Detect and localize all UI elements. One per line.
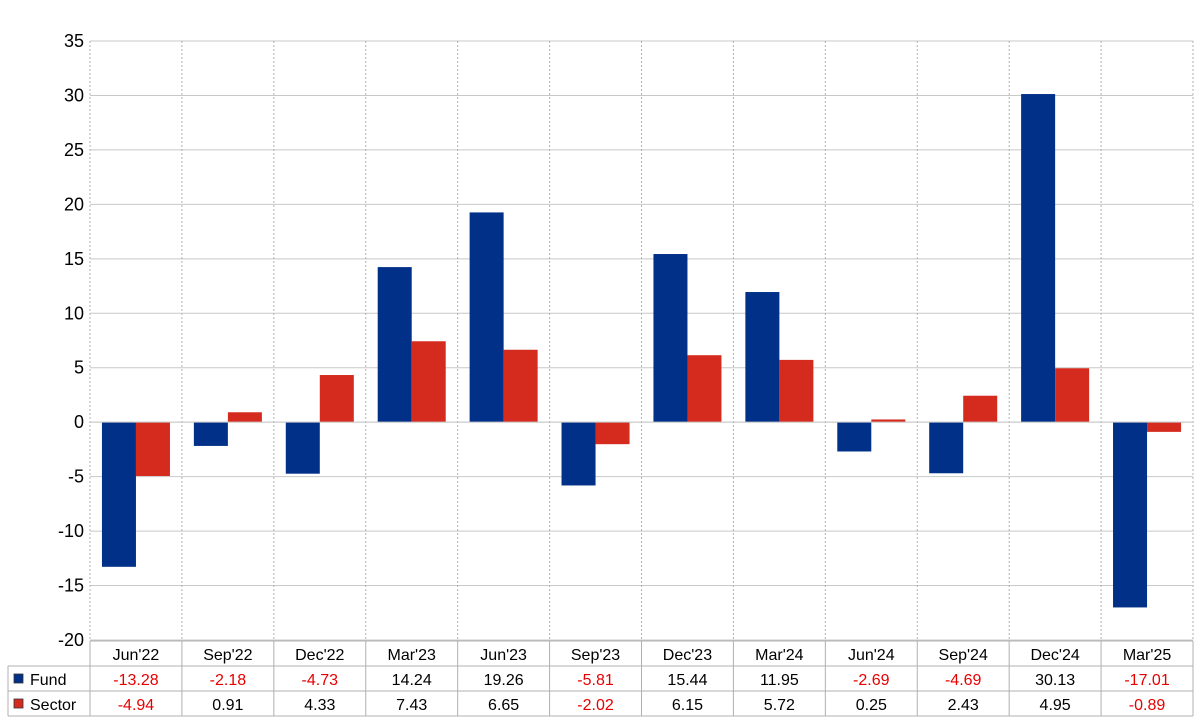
y-axis-ticks: 35 30 25 20 15 10 5 0 -5 -10 -15 -20 xyxy=(58,31,84,650)
bar-sector xyxy=(779,359,814,423)
table-cell-sector: 4.95 xyxy=(1040,697,1071,714)
table-cell-sector: 6.65 xyxy=(488,697,519,714)
bar-fund xyxy=(377,267,412,423)
bar-fund xyxy=(1021,94,1056,423)
bar-sector xyxy=(1055,368,1090,423)
series-fund xyxy=(101,94,1148,608)
bar-sector xyxy=(871,419,906,423)
y-tick-label: 20 xyxy=(64,194,84,214)
table-cell-fund: -13.28 xyxy=(113,672,158,689)
table-cell-sector: 7.43 xyxy=(396,697,427,714)
x-category-label: Dec'24 xyxy=(1030,647,1079,664)
table-cell-sector: 4.33 xyxy=(304,697,335,714)
table-cell-sector: -2.02 xyxy=(577,697,614,714)
y-tick-label: 0 xyxy=(74,412,84,432)
bar-fund xyxy=(561,422,596,486)
x-category-label: Dec'22 xyxy=(295,647,344,664)
y-tick-label: -10 xyxy=(58,521,84,541)
table-cell-sector: -4.94 xyxy=(118,697,155,714)
x-category-label: Mar'25 xyxy=(1123,647,1172,664)
x-category-label: Jun'23 xyxy=(480,647,527,664)
table-cell-sector: -0.89 xyxy=(1129,697,1166,714)
y-tick-label: 35 xyxy=(64,31,84,51)
x-category-label: Jun'24 xyxy=(848,647,895,664)
bar-fund xyxy=(929,422,964,474)
table-cell-fund: -17.01 xyxy=(1124,672,1169,689)
table-cell-fund: 19.26 xyxy=(484,672,524,689)
data-table: Jun'22 Sep'22 Dec'22 Mar'23 Jun'23 Sep'23 Dec'… xyxy=(7,640,1194,717)
x-category-label: Jun'22 xyxy=(113,647,160,664)
series-sector xyxy=(135,341,1182,476)
bar-sector xyxy=(1147,422,1182,432)
table-cell-fund: 11.95 xyxy=(760,672,799,689)
y-tick-label: 30 xyxy=(64,85,84,105)
bar-sector xyxy=(595,422,630,445)
y-tick-label: -5 xyxy=(68,467,84,487)
table-cell-fund: 14.24 xyxy=(392,672,432,689)
y-tick-label: 10 xyxy=(64,303,84,323)
bar-sector xyxy=(319,375,354,423)
bar-sector xyxy=(411,341,446,423)
bar-sector xyxy=(135,422,170,476)
table-cell-fund: -5.81 xyxy=(577,672,614,689)
bar-fund xyxy=(653,254,688,423)
x-category-label: Mar'24 xyxy=(755,647,804,664)
table-cell-fund: -2.18 xyxy=(210,672,247,689)
legend-swatch-fund xyxy=(13,673,24,684)
bar-sector xyxy=(227,412,262,423)
table-cell-fund: 15.44 xyxy=(667,672,707,689)
table-cell-fund: -4.73 xyxy=(302,672,339,689)
y-tick-label: 5 xyxy=(74,358,84,378)
table-cell-sector: 6.15 xyxy=(672,697,703,714)
bar-sector xyxy=(503,349,538,423)
bar-fund xyxy=(285,422,320,474)
bars xyxy=(101,94,1182,608)
x-category-label: Sep'24 xyxy=(939,647,988,664)
bar-sector xyxy=(687,355,722,423)
table-cell-sector: 5.72 xyxy=(764,697,795,714)
bar-fund xyxy=(1113,422,1148,608)
bar-fund xyxy=(101,422,136,567)
legend-label-fund: Fund xyxy=(30,672,66,689)
bar-fund xyxy=(193,422,228,446)
x-category-label: Sep'22 xyxy=(203,647,252,664)
table-cell-sector: 0.25 xyxy=(856,697,887,714)
x-category-label: Dec'23 xyxy=(663,647,712,664)
legend-swatch-sector xyxy=(13,698,24,709)
table-cell-fund: -4.69 xyxy=(945,672,982,689)
table-cell-fund: 30.13 xyxy=(1035,672,1075,689)
table-cell-sector: 2.43 xyxy=(948,697,979,714)
bar-fund xyxy=(837,422,872,452)
gridlines xyxy=(89,40,1194,641)
y-tick-label: 15 xyxy=(64,249,84,269)
bar-sector xyxy=(963,395,998,423)
x-category-label: Mar'23 xyxy=(388,647,437,664)
x-category-label: Sep'23 xyxy=(571,647,620,664)
y-tick-label: -20 xyxy=(58,630,84,650)
table-cell-sector: 0.91 xyxy=(212,697,243,714)
y-tick-label: -15 xyxy=(58,576,84,596)
bar-fund xyxy=(745,292,780,423)
legend-label-sector: Sector xyxy=(30,697,77,714)
table-cell-fund: -2.69 xyxy=(853,672,890,689)
y-tick-label: 25 xyxy=(64,140,84,160)
bar-fund xyxy=(469,212,504,423)
